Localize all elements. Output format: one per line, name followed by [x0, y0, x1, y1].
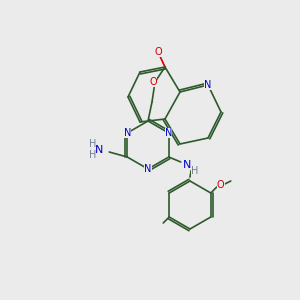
Text: O: O — [149, 77, 157, 87]
Text: O: O — [217, 180, 225, 190]
Text: H: H — [191, 166, 199, 176]
Text: O: O — [154, 47, 162, 57]
Text: N: N — [165, 128, 172, 138]
Text: N: N — [144, 164, 152, 174]
Text: N: N — [204, 80, 212, 90]
Text: N: N — [183, 160, 191, 170]
Text: H: H — [88, 150, 96, 160]
Text: N: N — [124, 128, 131, 138]
Text: H: H — [88, 139, 96, 149]
Text: N: N — [95, 145, 103, 155]
